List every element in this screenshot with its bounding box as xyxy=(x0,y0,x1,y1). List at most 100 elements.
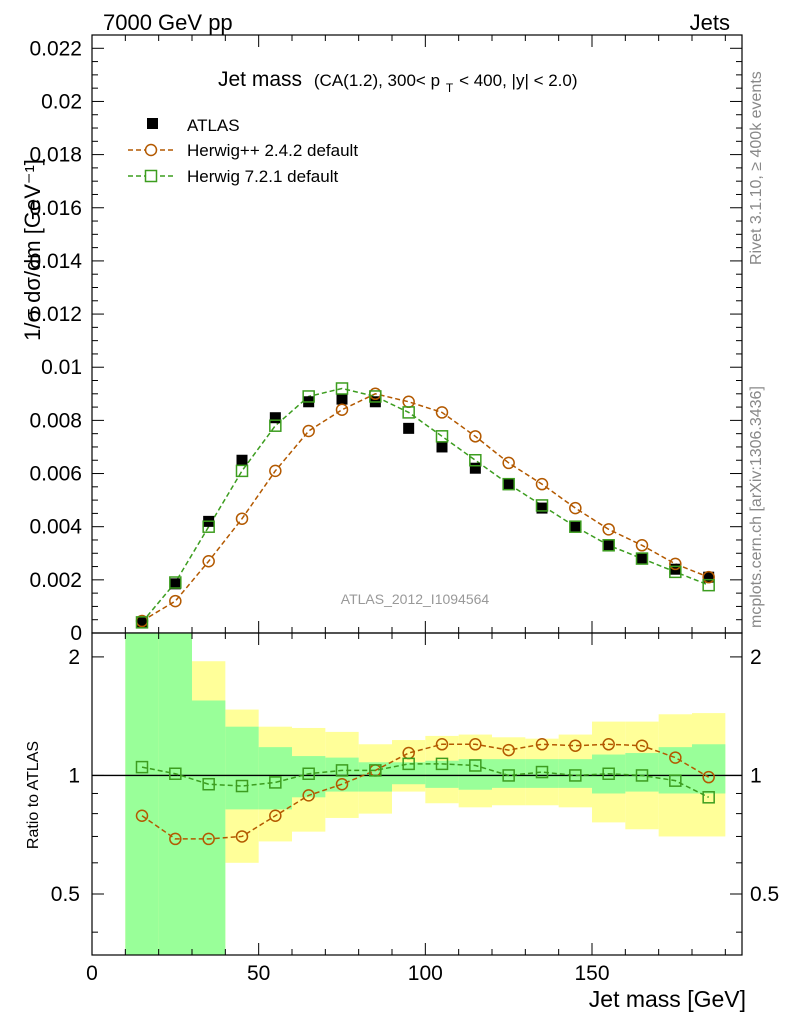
category-label: Jets xyxy=(690,10,730,35)
herwig7-ratio-point xyxy=(469,759,482,772)
herwigpp-ratio-point xyxy=(235,830,249,843)
ratio-frame xyxy=(91,632,743,956)
herwig7-ratio-point xyxy=(669,774,682,787)
plot-title: Jet mass xyxy=(218,68,302,91)
herwigpp-ratio-point xyxy=(502,743,515,757)
y-tick-label: 0.022 xyxy=(29,37,82,60)
ratio-band-green xyxy=(258,747,292,810)
herwigpp-ratio-point xyxy=(602,738,615,751)
analysis-label: ATLAS_2012_I1094564 xyxy=(341,591,490,607)
herwigpp-point xyxy=(502,456,515,470)
atlas-point xyxy=(703,571,715,583)
ratio-band-green xyxy=(458,759,492,790)
atlas-point xyxy=(336,393,348,405)
rivet-label: Rivet 3.1.10, ≥ 400k events xyxy=(748,71,765,265)
herwigpp-point xyxy=(469,430,482,443)
ratio-band-green xyxy=(392,762,426,785)
herwigpp-ratio-point xyxy=(702,770,715,784)
ratio-tick-label-right: 1 xyxy=(750,764,762,787)
ratio-band-green xyxy=(192,700,226,955)
herwigpp-point xyxy=(435,406,449,419)
herwig7-point xyxy=(635,552,649,565)
atlas-point xyxy=(136,616,148,628)
atlas-point xyxy=(503,478,515,490)
herwigpp-ratio-point xyxy=(169,832,182,846)
x-tick-label: 150 xyxy=(574,962,609,985)
herwig7-ratio-point xyxy=(169,767,182,780)
main-series xyxy=(135,382,715,629)
main-panel: 0 0.002 0.004 0.006 0.008 0.01 0.012 0.014 0.016… xyxy=(29,34,743,955)
herwigpp-point xyxy=(169,594,182,608)
x-axis-title: Jet mass [GeV] xyxy=(589,986,746,1012)
legend-atlas-marker xyxy=(147,118,158,129)
herwig7-point xyxy=(569,520,582,533)
plot-subtitle-sub: T xyxy=(446,81,454,95)
herwig7-point xyxy=(169,576,182,589)
y-tick-label: 0.02 xyxy=(41,90,82,113)
herwigpp-point xyxy=(702,570,715,584)
herwig7-ratio-point xyxy=(702,791,715,804)
herwig7-point xyxy=(202,520,215,533)
y-tick-label: 0.002 xyxy=(29,569,82,592)
herwigpp-ratio-point xyxy=(369,764,382,777)
ratio-band-green xyxy=(325,757,359,792)
herwigpp-ratio-point xyxy=(435,738,449,751)
ratio-series xyxy=(135,738,715,846)
herwigpp-point xyxy=(369,387,382,401)
y-tick-label: 0.014 xyxy=(29,250,82,273)
y-tick-label: 0.008 xyxy=(29,409,82,432)
ratio-tick-label-left: 0.5 xyxy=(51,883,80,906)
atlas-point xyxy=(403,422,415,434)
herwigpp-ratio-point xyxy=(135,809,149,823)
herwig7-point xyxy=(702,578,715,592)
ratio-tick-label-left: 1 xyxy=(68,764,80,787)
mcplots-label: mcplots.cern.ch [arXiv:1306.3436] xyxy=(748,386,765,628)
herwigpp-point xyxy=(235,512,249,525)
atlas-point xyxy=(636,553,648,565)
herwig7-ratio-point xyxy=(202,777,215,791)
atlas-point xyxy=(436,441,448,453)
atlas-point xyxy=(569,521,581,533)
herwigpp-ratio-point xyxy=(535,738,549,751)
herwigpp-ratio-point xyxy=(269,809,282,823)
x-tick-label: 100 xyxy=(408,962,443,985)
herwigpp-line xyxy=(141,393,709,622)
y-tick-label: 0.01 xyxy=(41,356,82,379)
herwig7-ratio-point xyxy=(135,760,149,774)
herwig7-ratio-point xyxy=(269,776,282,789)
herwig7-ratio-point xyxy=(635,769,649,782)
herwig7-ratio-point xyxy=(569,769,582,782)
herwig7-point xyxy=(235,464,249,478)
legend-herwig7-label: Herwig 7.2.1 default xyxy=(187,167,338,186)
herwig7-point xyxy=(135,616,149,629)
herwigpp-ratio-point xyxy=(469,738,482,751)
herwigpp-point xyxy=(635,539,649,552)
y-tick-label: 0 xyxy=(70,622,82,645)
herwig7-ratio-point xyxy=(302,767,315,780)
ratio-band-green xyxy=(425,760,459,788)
herwigpp-ratio-point xyxy=(635,739,649,752)
ratio-bands xyxy=(125,633,726,955)
herwig7-ratio-point xyxy=(435,757,449,771)
plot-title-line: Jet mass (CA(1.2), 300< p T < 400, |y| <… xyxy=(218,68,578,97)
herwig7-point xyxy=(369,390,382,403)
plot-subtitle-pre: (CA(1.2), 300< p xyxy=(314,71,440,90)
ratio-band-green xyxy=(625,753,659,792)
ratio-band-green xyxy=(492,759,526,788)
ratio-band-green xyxy=(225,726,259,810)
herwigpp-point xyxy=(302,424,315,438)
herwig7-ratio-point xyxy=(235,779,249,793)
herwigpp-point xyxy=(269,464,282,478)
herwig7-point xyxy=(269,419,282,432)
legend-herwig7-marker xyxy=(144,169,158,183)
herwigpp-ratio-point xyxy=(569,739,582,752)
herwig7-ratio-point xyxy=(602,767,615,780)
ratio-tick-label-right: 0.5 xyxy=(750,883,779,906)
y-tick-label: 0.006 xyxy=(29,463,82,486)
herwigpp-ratio-point xyxy=(402,746,415,760)
herwig7-ratio-point xyxy=(369,764,382,777)
herwig7-ratio-point xyxy=(335,764,349,777)
herwigpp-point xyxy=(535,477,549,491)
ratio-y-axis-title: Ratio to ATLAS xyxy=(25,741,42,849)
